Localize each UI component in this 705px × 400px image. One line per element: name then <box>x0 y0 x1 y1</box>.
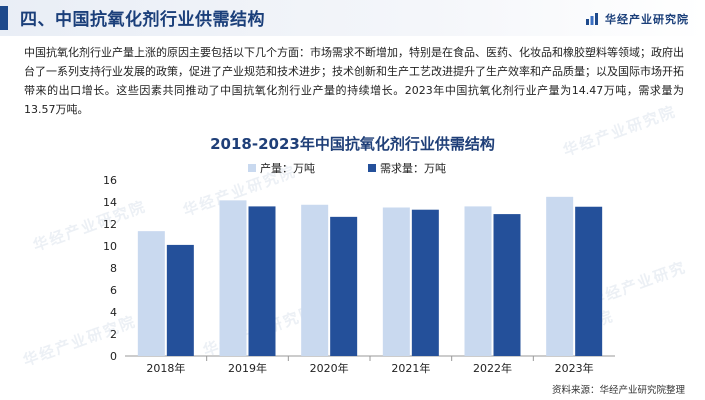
intro-paragraph: 中国抗氧化剂行业产量上涨的原因主要包括以下几个方面：市场需求不断增加，特别是在食… <box>24 46 684 116</box>
source-note: 资料来源：华经产业研究院整理 <box>551 385 685 396</box>
bar-production <box>382 207 410 356</box>
y-tick-label: 10 <box>103 240 117 253</box>
page-title: 四、中国抗氧化剂行业供需结构 <box>20 10 265 30</box>
x-tick-label: 2023年 <box>555 361 594 375</box>
legend-swatch <box>368 164 376 172</box>
legend-swatch <box>248 164 256 172</box>
chart-title: 2018-2023年中国抗氧化剂行业供需结构 <box>210 135 495 153</box>
x-tick-label: 2021年 <box>391 361 430 375</box>
bar-production <box>301 204 329 356</box>
brand-logo-icon <box>586 13 598 25</box>
y-tick-label: 8 <box>110 262 117 275</box>
x-tick-label: 2018年 <box>146 361 185 375</box>
legend-label: 需求量：万吨 <box>380 162 446 175</box>
brand-name: 华经产业研究院 <box>605 13 689 26</box>
y-tick-label: 12 <box>103 218 117 231</box>
brand: 华经产业研究院 <box>585 11 689 27</box>
y-tick-label: 2 <box>110 328 117 341</box>
header-accent <box>0 6 8 30</box>
y-tick-label: 0 <box>110 350 117 363</box>
bar-demand <box>330 216 358 356</box>
bar-production <box>546 196 574 356</box>
bar-demand <box>493 214 521 356</box>
bar-production <box>219 200 247 356</box>
y-tick-label: 6 <box>110 284 117 297</box>
bar-production <box>137 231 165 356</box>
bar-demand <box>248 206 276 356</box>
bar-demand <box>166 244 194 356</box>
x-tick-label: 2022年 <box>473 361 512 375</box>
y-tick-label: 4 <box>110 306 117 319</box>
bar-demand <box>575 206 603 356</box>
x-tick-label: 2020年 <box>310 361 349 375</box>
legend-label: 产量：万吨 <box>260 161 315 175</box>
header-bar <box>0 0 705 36</box>
x-tick-label: 2019年 <box>228 361 267 375</box>
y-tick-label: 14 <box>103 196 117 209</box>
y-tick-label: 16 <box>103 174 117 187</box>
bar-production <box>464 206 492 356</box>
bar-demand <box>411 209 439 356</box>
